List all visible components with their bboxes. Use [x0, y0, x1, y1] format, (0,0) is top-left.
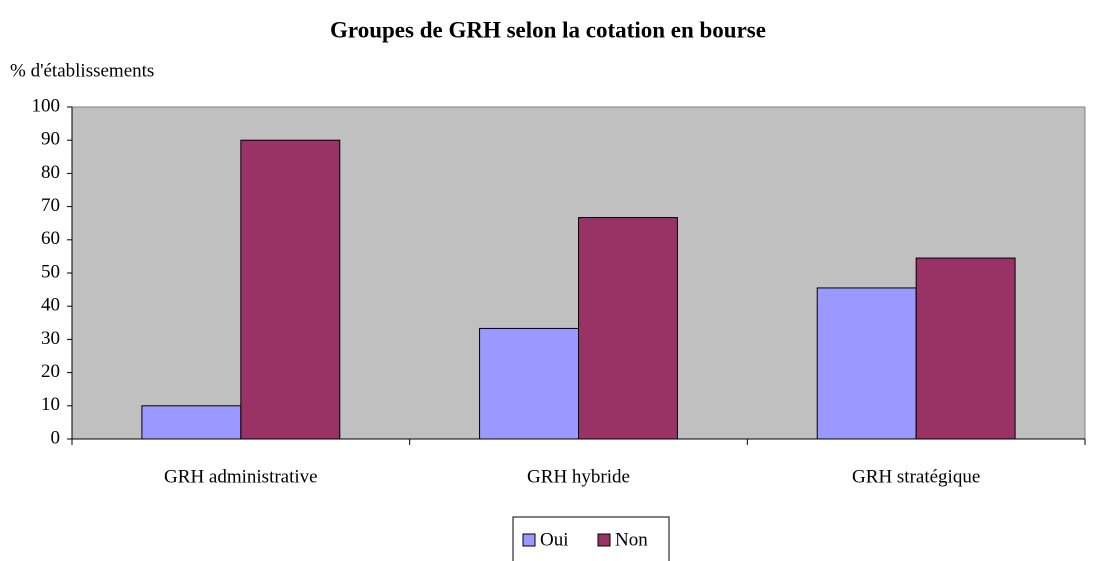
- x-tick-label: GRH stratégique: [852, 466, 980, 487]
- y-tick-label: 70: [41, 195, 60, 216]
- legend: [512, 516, 670, 561]
- y-tick-label: 40: [41, 295, 60, 316]
- bar: [141, 405, 242, 440]
- chart-title: Groupes de GRH selon la cotation en bour…: [330, 17, 766, 42]
- x-tick-label: GRH hybride: [527, 466, 630, 487]
- y-axis-label: % d'établissements: [10, 60, 154, 81]
- bar: [479, 327, 579, 440]
- bar: [915, 257, 1016, 440]
- y-tick-label: 90: [41, 129, 60, 150]
- y-tick-label: 80: [41, 162, 60, 183]
- y-tick-label: 60: [41, 228, 60, 249]
- y-tick-label: 20: [41, 361, 60, 382]
- y-tick-label: 10: [41, 394, 60, 415]
- y-tick-label: 0: [51, 427, 61, 448]
- bar: [240, 139, 341, 440]
- y-tick-label: 30: [41, 328, 60, 349]
- legend-label: Non: [615, 529, 648, 550]
- x-tick-label: GRH administrative: [164, 466, 318, 487]
- legend-swatch: [522, 533, 536, 547]
- legend-swatch: [597, 533, 611, 547]
- y-tick-label: 100: [32, 95, 61, 116]
- legend-label: Oui: [540, 529, 569, 550]
- bar: [816, 287, 917, 440]
- bar: [578, 217, 678, 440]
- y-tick-label: 50: [41, 261, 60, 282]
